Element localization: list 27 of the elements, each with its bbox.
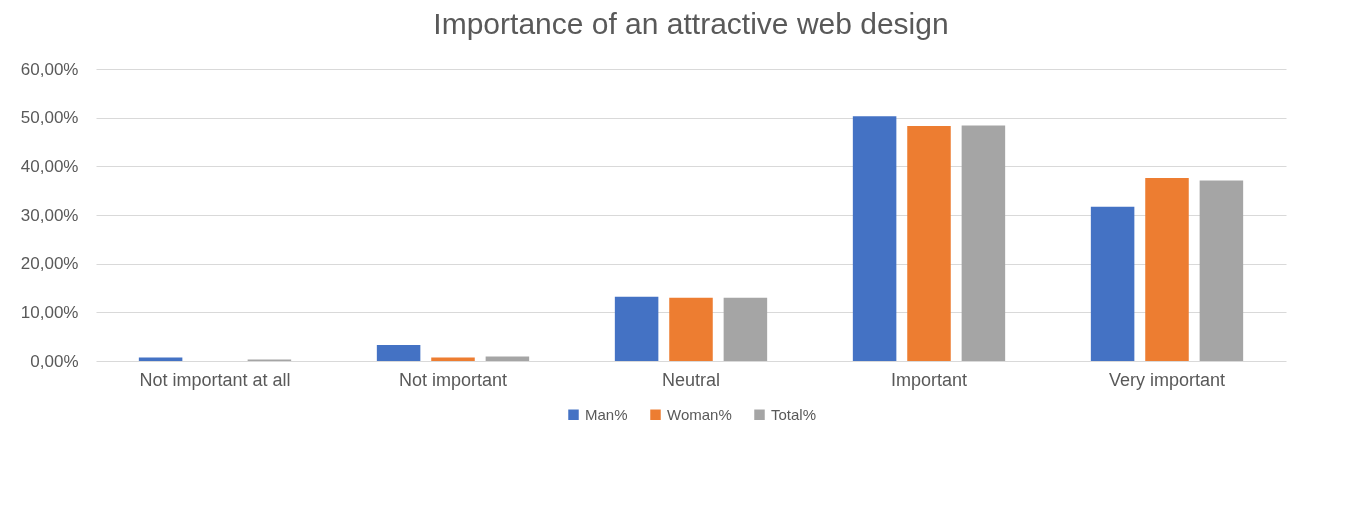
bar [376,344,421,361]
y-tick-label: 10,00% [20,302,79,322]
y-tick-label: 30,00% [20,205,79,225]
bar [852,116,897,361]
bar [723,297,768,361]
bar [1145,178,1189,361]
bar [485,356,530,361]
y-tick-label: 60,00% [20,59,79,79]
bar [669,297,713,361]
chart-title: Importance of an attractive web design [433,7,949,40]
legend-label: Man% [585,405,628,423]
x-tick-label: Important [890,369,968,390]
bar [907,125,951,361]
x-tick-label: Not important at all [139,369,291,390]
legend-label: Total% [771,405,817,423]
y-tick-label: 0,00% [30,351,79,371]
bar [1090,206,1135,361]
x-tick-label: Neutral [661,369,721,390]
y-tick-label: 50,00% [20,108,79,128]
y-tick-label: 40,00% [20,156,79,176]
bar [1199,180,1244,361]
bar [614,296,659,361]
x-tick-label: Very important [1108,369,1226,390]
x-tick-label: Not important [398,369,508,390]
y-tick-label: 20,00% [20,254,79,274]
bar [961,125,1006,361]
legend-label: Woman% [667,405,732,423]
